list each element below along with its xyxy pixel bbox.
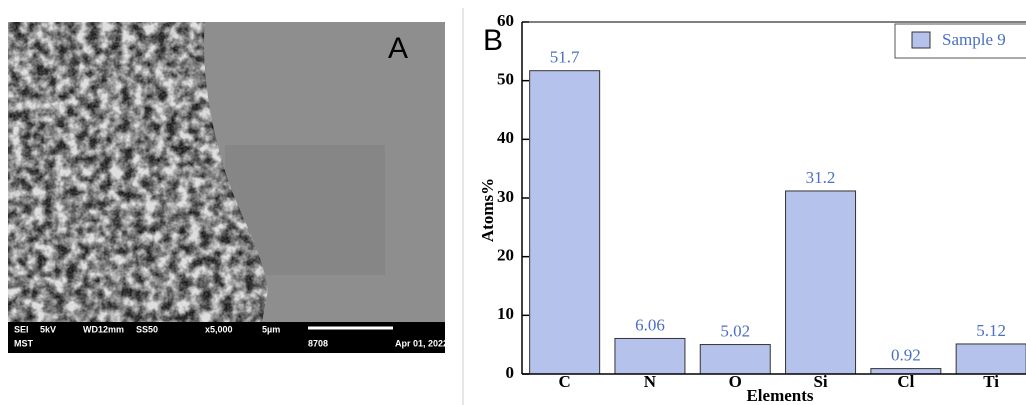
x-tick-label: Cl xyxy=(897,372,914,391)
legend-label: Sample 9 xyxy=(942,30,1006,49)
bar xyxy=(955,343,1026,375)
y-tick-label: 0 xyxy=(506,363,515,382)
x-tick-label: C xyxy=(559,372,571,391)
x-tick-label: N xyxy=(644,372,657,391)
y-tick-label: 60 xyxy=(497,11,514,30)
data-label: 6.06 xyxy=(635,315,665,334)
bar xyxy=(699,344,771,375)
bar xyxy=(529,70,601,375)
info-text: 8708 xyxy=(308,338,328,348)
y-axis-label: Atoms% xyxy=(478,178,497,242)
info-text: Apr 01, 2022 xyxy=(395,338,448,348)
x-tick-label: O xyxy=(729,372,742,391)
panel-label: A xyxy=(388,32,408,65)
data-label: 31.2 xyxy=(806,168,836,187)
sem-image: A xyxy=(8,22,445,353)
legend-swatch xyxy=(911,31,931,49)
y-tick-label: 10 xyxy=(497,304,514,323)
y-tick-label: 30 xyxy=(497,187,514,206)
data-label: 51.7 xyxy=(550,48,580,67)
x-tick-label: Ti xyxy=(983,372,999,391)
bar xyxy=(785,190,857,375)
x-axis-label: Elements xyxy=(746,386,813,405)
x-tick-label: Si xyxy=(813,372,827,391)
y-tick-label: 20 xyxy=(497,246,514,265)
bar xyxy=(614,337,686,375)
info-text: 5µm xyxy=(262,324,280,334)
info-text: SEI xyxy=(14,324,29,334)
y-tick-label: 40 xyxy=(497,128,514,147)
y-tick-label: 50 xyxy=(497,70,514,89)
data-label: 5.02 xyxy=(720,321,750,340)
info-text: MST xyxy=(14,338,34,348)
info-text: 5kV xyxy=(40,324,56,334)
data-label: 5.12 xyxy=(976,321,1006,340)
info-text: WD12mm xyxy=(83,324,124,334)
info-text: x5,000 xyxy=(205,324,233,334)
data-label: 0.92 xyxy=(891,346,921,365)
panel-label: B xyxy=(483,24,503,57)
info-text: SS50 xyxy=(136,324,158,334)
